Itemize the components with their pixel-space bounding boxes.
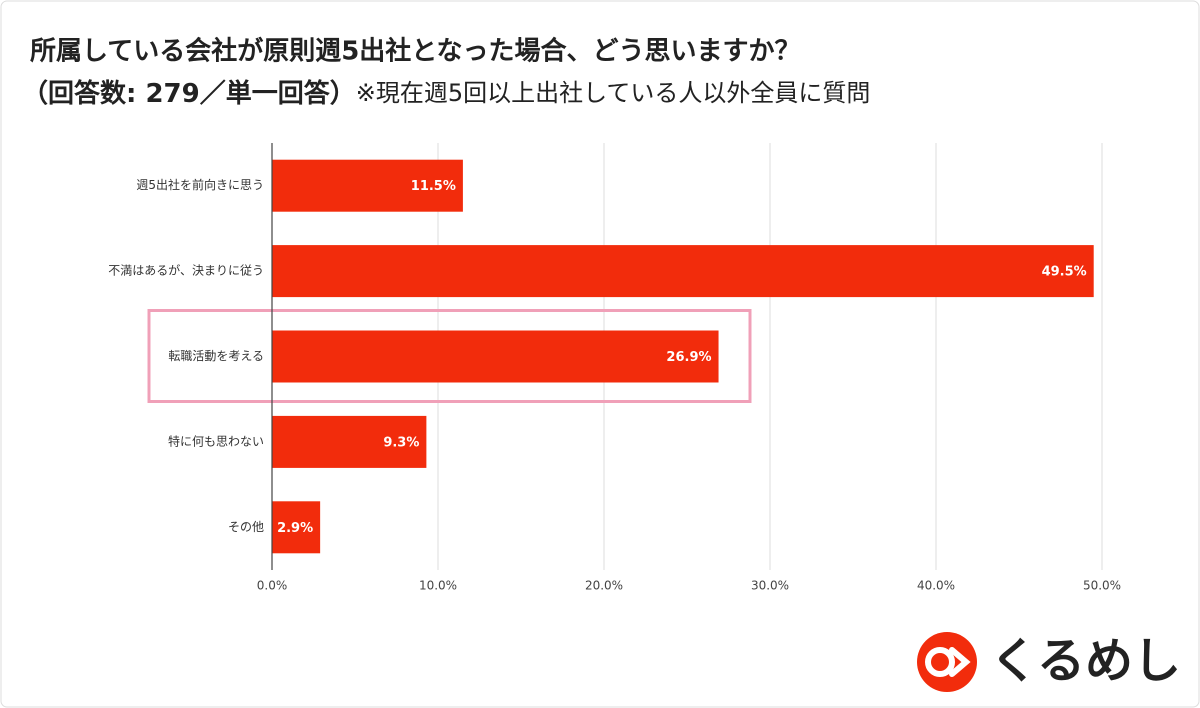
logo-icon-part [949,647,971,677]
y-tick-label: 不満はあるが、決まりに従う [108,263,264,278]
x-tick-label: 40.0% [917,579,955,593]
x-tick-label: 0.0% [257,579,288,593]
x-tick-label: 30.0% [751,579,789,593]
subtitle: （回答数: 279／単一回答） [22,78,356,109]
value-label: 26.9% [666,350,711,365]
logo-icon-part [925,647,955,677]
bar [272,330,719,383]
x-tick-label: 20.0% [585,579,623,593]
bar [272,501,321,554]
value-label: 2.9% [277,521,313,536]
x-tick-label: 50.0% [1083,579,1121,593]
y-tick-label: 週5出社を前向きに思う [136,177,264,192]
y-tick-label: 特に何も思わない [168,433,264,448]
value-label: 11.5% [411,179,456,194]
logo: くるめし [917,632,1181,692]
x-tick-label: 10.0% [419,579,457,593]
value-label: 9.3% [383,435,419,450]
bar [272,245,1094,298]
chart-title: 所属している会社が原則週5出社となった場合、どう思いますか？ [30,36,801,67]
bar [272,415,427,468]
note: ※現在週5回以上出社している人以外全員に質問 [356,79,871,107]
value-label: 49.5% [1042,265,1087,280]
brand-text: くるめし [990,633,1181,689]
y-tick-label: 転職活動を考える [168,349,264,363]
y-tick-label: その他 [228,520,264,534]
highlight-box [147,309,752,403]
logo-icon [917,632,977,692]
subtitle-line: （回答数: 279／単一回答）※現在週5回以上出社している人以外全員に質問 [22,78,870,109]
bar [272,159,463,212]
